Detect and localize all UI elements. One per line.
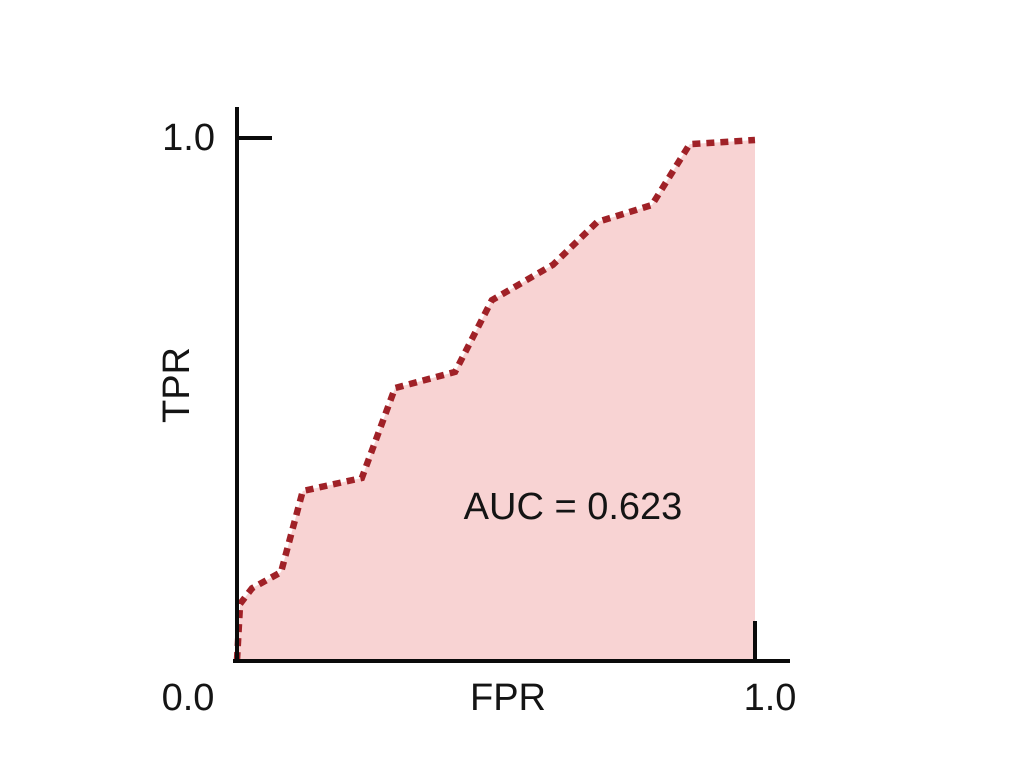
y-axis-title: TPR <box>156 347 198 423</box>
x-tick-label-1.0: 1.0 <box>743 677 797 719</box>
y-axis-tick-1.0 <box>239 136 272 140</box>
auc-fill-area <box>237 140 755 660</box>
x-tick-label-0.0: 0.0 <box>161 677 215 719</box>
x-axis-line <box>233 659 790 663</box>
x-axis-title: FPR <box>470 677 546 719</box>
y-axis-line <box>235 107 239 663</box>
y-tick-label-1.0: 1.0 <box>162 117 215 159</box>
roc-curve-line <box>233 136 756 661</box>
auc-annotation: AUC = 0.623 <box>463 486 683 528</box>
x-axis-tick-1.0 <box>753 621 757 659</box>
